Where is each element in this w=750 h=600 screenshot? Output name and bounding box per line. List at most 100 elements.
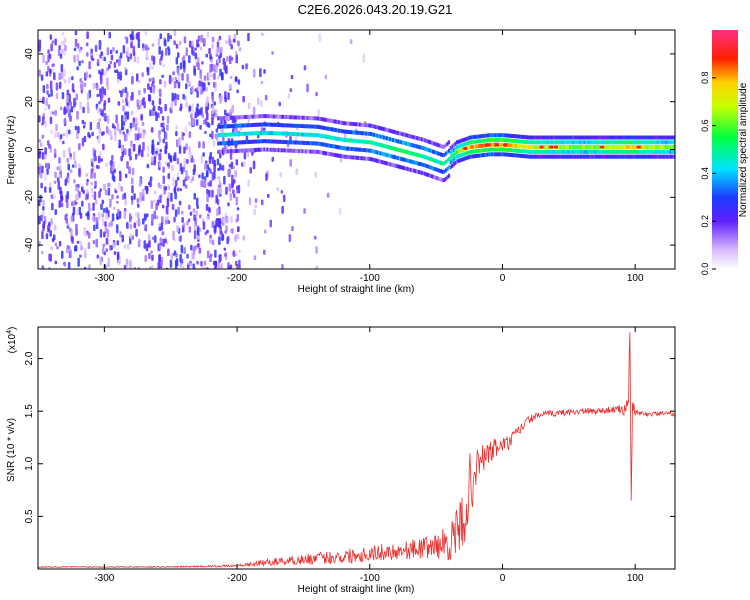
heatmap-noise-cell	[226, 56, 229, 62]
heatmap-noise-cell	[58, 45, 61, 50]
heatmap-ridge-cell	[586, 154, 589, 159]
heatmap-ridge-cell	[292, 132, 294, 136]
heatmap-noise-cell	[127, 132, 131, 136]
heatmap-ridge-cell	[599, 135, 602, 140]
heatmap-ridge-cell	[433, 175, 436, 180]
heatmap-noise-cell	[247, 102, 251, 109]
y-tick-label: -20	[24, 190, 35, 205]
heatmap-ridge-cell	[478, 144, 481, 148]
heatmap-ridge-cell	[427, 173, 430, 177]
heatmap-noise-cell	[203, 260, 207, 266]
heatmap-noise-cell	[159, 79, 162, 85]
heatmap-noise-cell	[146, 213, 149, 218]
heatmap-noise-cell	[95, 164, 99, 169]
heatmap-ridge-cell	[620, 149, 623, 154]
heatmap-ridge-cell	[613, 149, 616, 154]
heatmap-ridge-cell	[586, 140, 589, 145]
heatmap-noise-cell	[281, 205, 284, 214]
heatmap-noise-cell	[188, 55, 191, 64]
heatmap-ridge-cell	[384, 144, 387, 149]
heatmap-noise-cell	[200, 155, 204, 164]
heatmap-ridge-cell	[479, 139, 482, 144]
heatmap-noise-cell	[146, 152, 150, 158]
heatmap-noise-cell	[44, 172, 47, 181]
heatmap-ridge-cell	[438, 160, 441, 165]
heatmap-noise-cell	[362, 53, 366, 63]
heatmap-ridge-cell	[379, 134, 382, 139]
heatmap-noise-cell	[153, 190, 157, 195]
heatmap-noise-cell	[216, 41, 220, 49]
heatmap-ridge-cell	[543, 145, 546, 150]
heatmap-noise-cell	[45, 97, 49, 106]
heatmap-ridge-cell	[405, 158, 408, 163]
heatmap-ridge-cell	[567, 145, 570, 150]
heatmap-noise-cell	[200, 34, 203, 43]
heatmap-ridge-cell	[629, 145, 632, 150]
heatmap-noise-cell	[53, 193, 56, 200]
heatmap-ridge-cell	[362, 122, 365, 127]
heatmap-ridge-cell	[583, 145, 586, 150]
heatmap-ridge-cell	[409, 151, 412, 156]
heatmap-noise-cell	[231, 181, 235, 187]
heatmap-ridge-cell	[362, 156, 365, 161]
heatmap-ridge-cell	[589, 154, 592, 159]
heatmap-ridge-cell	[306, 149, 309, 154]
heatmap-ridge-cell	[258, 139, 261, 144]
heatmap-ridge-cell	[487, 152, 490, 157]
heatmap-ridge-cell	[589, 149, 592, 154]
heatmap-noise-cell	[42, 54, 45, 64]
heatmap-noise-cell	[129, 53, 133, 60]
heatmap-noise-cell	[42, 85, 46, 93]
heatmap-ridge-cell	[406, 150, 409, 155]
heatmap-noise-cell	[234, 234, 237, 242]
heatmap-noise-cell	[54, 131, 57, 139]
heatmap-noise-cell	[126, 47, 129, 56]
heatmap-ridge-cell	[655, 145, 658, 150]
heatmap-noise-cell	[238, 47, 242, 52]
heatmap-ridge-cell	[602, 149, 605, 154]
heatmap-ridge-cell	[451, 159, 454, 163]
heatmap-ridge-cell	[363, 139, 366, 144]
heatmap-ridge-cell	[255, 147, 258, 152]
heatmap-ridge-cell	[672, 135, 675, 140]
heatmap-peak-cell	[494, 143, 501, 147]
heatmap-ridge-cell	[306, 116, 309, 120]
heatmap-noise-cell	[132, 143, 136, 152]
heatmap-noise-cell	[174, 76, 177, 81]
heatmap-noise-cell	[83, 121, 87, 125]
heatmap-ridge-cell	[667, 145, 670, 150]
heatmap-ridge-cell	[400, 148, 403, 153]
heatmap-ridge-cell	[505, 152, 508, 157]
heatmap-ridge-cell	[467, 136, 470, 141]
heatmap-ridge-cell	[266, 147, 269, 152]
heatmap-noise-cell	[261, 32, 264, 36]
heatmap-ridge-cell	[239, 132, 242, 136]
heatmap-ridge-cell	[653, 149, 656, 154]
heatmap-ridge-cell	[491, 137, 494, 142]
heatmap-noise-cell	[137, 212, 140, 219]
heatmap-ridge-cell	[330, 118, 333, 123]
heatmap-ridge-cell	[258, 114, 261, 119]
heatmap-ridge-cell	[416, 136, 419, 141]
heatmap-ridge-cell	[284, 123, 286, 128]
heatmap-ridge-cell	[422, 171, 425, 176]
heatmap-noise-cell	[73, 55, 76, 63]
heatmap-noise-cell	[100, 203, 103, 210]
heatmap-ridge-cell	[239, 140, 242, 145]
heatmap-ridge-cell	[360, 131, 363, 136]
heatmap-ridge-cell	[569, 145, 572, 150]
heatmap-noise-cell	[165, 219, 168, 224]
heatmap-ridge-cell	[507, 147, 509, 152]
heatmap-ridge-cell	[580, 135, 583, 140]
heatmap-ridge-cell	[366, 140, 369, 145]
heatmap-ridge-cell	[284, 115, 286, 119]
heatmap-noise-cell	[145, 244, 149, 252]
heatmap-ridge-cell	[499, 142, 501, 147]
heatmap-ridge-cell	[451, 154, 454, 159]
heatmap-ridge-cell	[494, 147, 497, 152]
heatmap-ridge-cell	[419, 137, 422, 141]
heatmap-noise-cell	[192, 118, 195, 126]
heatmap-ridge-cell	[282, 123, 285, 128]
heatmap-noise-cell	[152, 146, 155, 156]
heatmap-ridge-cell	[425, 155, 428, 160]
